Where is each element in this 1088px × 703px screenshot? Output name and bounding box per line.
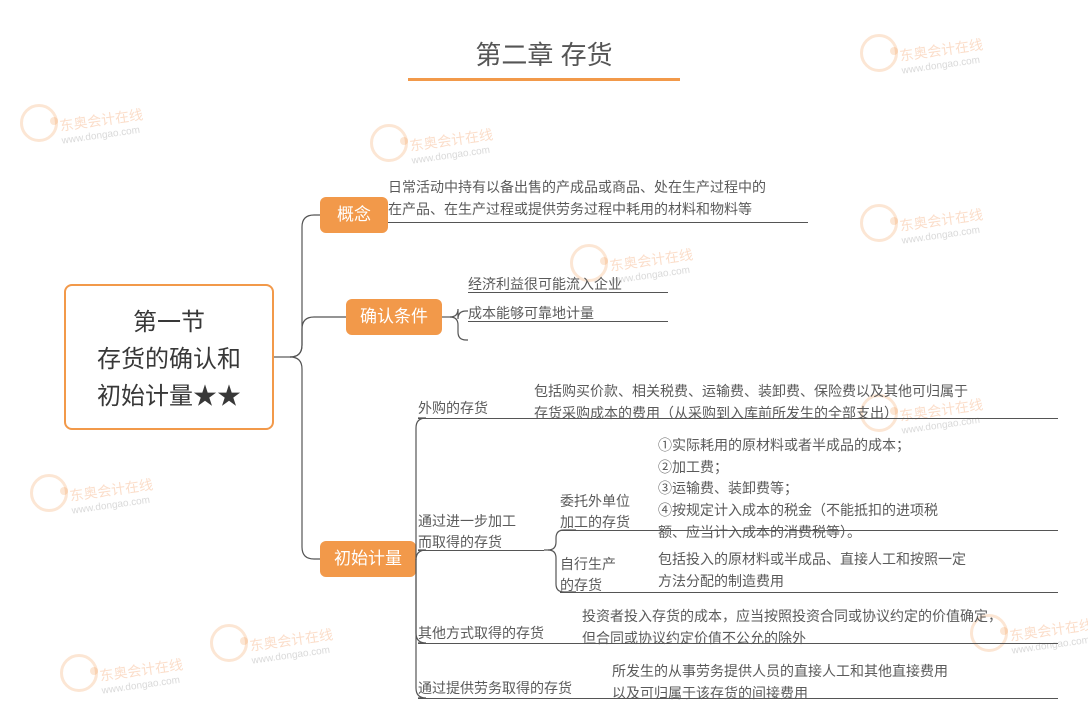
chushi-child-text: 包括购买价款、相关税费、运输费、装卸费、保险费以及其他可归属于存货采购成本的费用… — [534, 381, 968, 424]
page-title: 第二章 存货 — [0, 35, 1088, 72]
gainian-text: 日常活动中持有以备出售的产成品或商品、处在生产过程中的在产品、在生产过程或提供劳… — [388, 177, 766, 220]
chushi-child-rule — [418, 550, 544, 551]
watermark: 东奥会计在线www.dongao.com — [58, 104, 145, 146]
chushi-child-label: 通过进一步加工而取得的存货 — [418, 511, 516, 553]
root-node-line: 存货的确认和 — [80, 341, 258, 378]
queren-rule — [468, 292, 668, 293]
watermark: 东奥会计在线www.dongao.com — [98, 654, 185, 696]
watermark-icon — [20, 104, 58, 142]
chushi-child-label: 其他方式取得的存货 — [418, 623, 544, 644]
watermark-icon — [860, 204, 898, 242]
queren-rule — [468, 321, 668, 322]
gainian-rule — [388, 222, 808, 223]
root-node-line: 第一节 — [80, 304, 258, 341]
watermark: 东奥会计在线www.dongao.com — [408, 124, 495, 166]
chushi-sub-label: 委托外单位加工的存货 — [560, 491, 630, 533]
watermark-icon — [60, 654, 98, 692]
title-underline — [408, 78, 680, 81]
watermark-icon — [210, 624, 248, 662]
node-n_chushi: 初始计量 — [320, 541, 416, 577]
watermark: 东奥会计在线www.dongao.com — [1008, 614, 1088, 656]
node-n_queren: 确认条件 — [346, 299, 442, 335]
root-node: 第一节存货的确认和初始计量★★ — [64, 284, 274, 430]
watermark-icon — [30, 474, 68, 512]
watermark-icon — [370, 124, 408, 162]
chushi-child-text: 所发生的从事劳务提供人员的直接人工和其他直接费用以及可归属于该存货的间接费用 — [612, 661, 948, 703]
watermark: 东奥会计在线www.dongao.com — [248, 624, 335, 666]
chushi-sub-label: 自行生产的存货 — [560, 554, 616, 596]
chushi-sub-text: 包括投入的原材料或半成品、直接人工和按照一定方法分配的制造费用 — [658, 549, 966, 592]
watermark: 东奥会计在线www.dongao.com — [68, 474, 155, 516]
root-node-line: 初始计量★★ — [80, 378, 258, 415]
node-n_gainian: 概念 — [320, 197, 388, 233]
chushi-child-label: 外购的存货 — [418, 398, 488, 419]
watermark: 东奥会计在线www.dongao.com — [898, 204, 985, 246]
chushi-child-label: 通过提供劳务取得的存货 — [418, 678, 572, 699]
chushi-sub-text: ①实际耗用的原材料或者半成品的成本；②加工费；③运输费、装卸费等；④按规定计入成… — [658, 435, 938, 543]
chushi-child-text: 投资者投入存货的成本，应当按照投资合同或协议约定的价值确定，但合同或协议约定价值… — [582, 606, 1002, 649]
